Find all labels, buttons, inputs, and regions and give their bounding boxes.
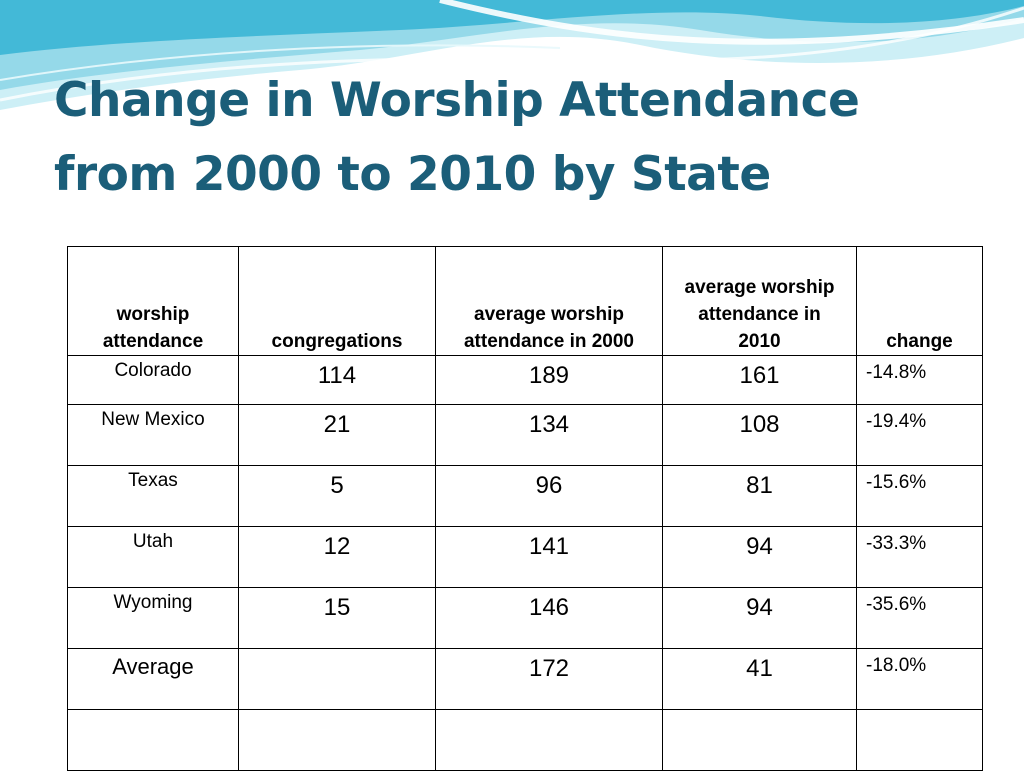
avg-2010-cell: 41 (662, 648, 857, 710)
congregations-cell (238, 709, 436, 771)
table-row: Texas 5 96 81 -15.6% (67, 465, 983, 527)
congregations-cell: 114 (238, 355, 436, 405)
congregations-cell: 15 (238, 587, 436, 649)
title-line-2: from 2000 to 2010 by State (54, 147, 771, 202)
state-cell: New Mexico (67, 404, 239, 466)
attendance-table: worship attendance congregations average… (67, 246, 983, 771)
change-cell: -19.4% (856, 404, 983, 466)
header-congregations: congregations (238, 246, 436, 356)
table-row: Utah 12 141 94 -33.3% (67, 526, 983, 588)
avg-2010-cell: 94 (662, 526, 857, 588)
header-wave-decoration (0, 0, 1024, 110)
change-cell: -14.8% (856, 355, 983, 405)
avg-2010-cell: 94 (662, 587, 857, 649)
avg-2000-cell: 172 (435, 648, 663, 710)
header-change: change (856, 246, 983, 356)
avg-2000-cell: 96 (435, 465, 663, 527)
header-avg-2000: average worship attendance in 2000 (435, 246, 663, 356)
header-worship-attendance: worship attendance (67, 246, 239, 356)
avg-2000-cell: 189 (435, 355, 663, 405)
state-cell (67, 709, 239, 771)
state-cell: Wyoming (67, 587, 239, 649)
state-cell: Utah (67, 526, 239, 588)
header-avg-2010: average worship attendance in 2010 (662, 246, 857, 356)
avg-2010-cell (662, 709, 857, 771)
congregations-cell (238, 648, 436, 710)
table-row-empty (67, 709, 983, 771)
change-cell: -15.6% (856, 465, 983, 527)
avg-2000-cell: 141 (435, 526, 663, 588)
state-cell: Colorado (67, 355, 239, 405)
congregations-cell: 12 (238, 526, 436, 588)
table-row-average: Average 172 41 -18.0% (67, 648, 983, 710)
table-row: Colorado 114 189 161 -14.8% (67, 355, 983, 405)
change-cell: -18.0% (856, 648, 983, 710)
page-title: Change in Worship Attendance from 2000 t… (54, 64, 994, 212)
avg-2010-cell: 81 (662, 465, 857, 527)
change-cell (856, 709, 983, 771)
change-cell: -35.6% (856, 587, 983, 649)
state-cell: Average (67, 648, 239, 710)
table-row: New Mexico 21 134 108 -19.4% (67, 404, 983, 466)
avg-2000-cell: 146 (435, 587, 663, 649)
avg-2000-cell: 134 (435, 404, 663, 466)
title-line-1: Change in Worship Attendance (54, 73, 860, 128)
change-cell: -33.3% (856, 526, 983, 588)
congregations-cell: 21 (238, 404, 436, 466)
table-row: Wyoming 15 146 94 -35.6% (67, 587, 983, 649)
avg-2010-cell: 161 (662, 355, 857, 405)
table-header-row: worship attendance congregations average… (67, 246, 983, 356)
congregations-cell: 5 (238, 465, 436, 527)
state-cell: Texas (67, 465, 239, 527)
avg-2000-cell (435, 709, 663, 771)
avg-2010-cell: 108 (662, 404, 857, 466)
